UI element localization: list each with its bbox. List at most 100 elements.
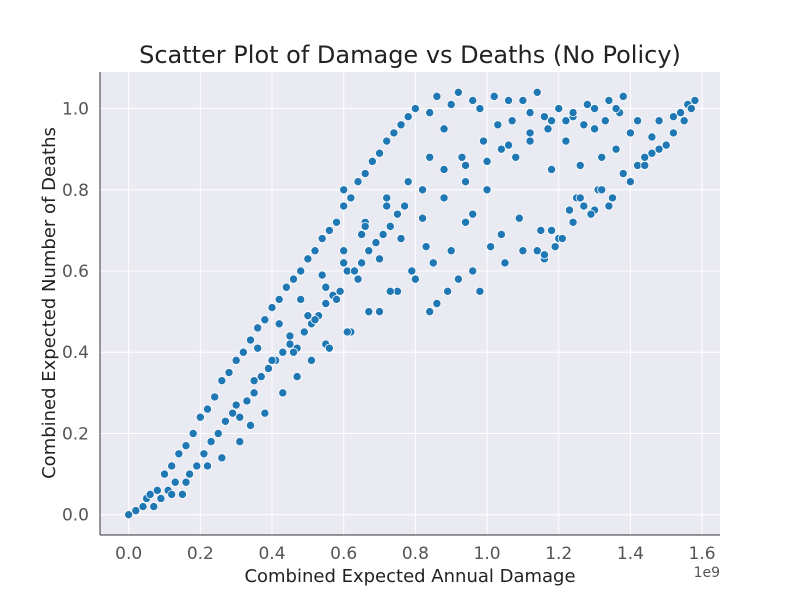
scatter-point [461,160,471,170]
scatter-point [564,205,574,215]
y-tick-label: 0.2 [62,424,89,444]
scatter-point [310,315,320,325]
scatter-point [507,116,517,126]
scatter-point [532,87,542,97]
scatter-point [339,201,349,211]
scatter-point [554,104,564,114]
scatter-point [375,254,385,264]
scatter-point [690,95,700,105]
scatter-point [335,286,345,296]
scatter-point [493,120,503,130]
scatter-point [332,294,342,304]
scatter-point [654,144,664,154]
scatter-point [575,160,585,170]
scatter-point [618,169,628,179]
scatter-point [668,112,678,122]
scatter-point [382,136,392,146]
scatter-point [543,124,553,134]
scatter-point [482,185,492,195]
scatter-point [647,132,657,142]
scatter-point [439,164,449,174]
scatter-point [292,372,302,382]
scatter-point [439,124,449,134]
y-tick-label: 1.0 [62,100,89,120]
scatter-point [618,91,628,101]
scatter-point [604,201,614,211]
x-tick-label: 1.0 [474,544,501,564]
scatter-point [131,506,141,516]
scatter-point [181,441,191,451]
scatter-point [217,453,227,463]
scatter-point [177,489,187,499]
scatter-point [518,95,528,105]
scatter-point [152,485,162,495]
scatter-point [263,363,273,373]
scatter-point [246,420,256,430]
scatter-point [461,177,471,187]
scatter-point [203,461,213,471]
scatter-point [550,242,560,252]
scatter-point [185,469,195,479]
scatter-point [443,286,453,296]
scatter-point [625,128,635,138]
scatter-point [486,242,496,252]
scatter-point [174,449,184,459]
scatter-point [597,152,607,162]
scatter-point [249,376,259,386]
scatter-point [392,209,402,219]
scatter-point [299,327,309,337]
scatter-point [220,416,230,426]
scatter-point [654,116,664,126]
scatter-point [289,274,299,284]
scatter-point [170,477,180,487]
scatter-point [231,355,241,365]
scatter-point [625,177,635,187]
scatter-point [339,246,349,256]
scatter-point [647,148,657,158]
scatter-point [489,91,499,101]
scatter-point [375,307,385,317]
scatter-point [579,120,589,130]
scatter-point [582,99,592,109]
scatter-point [407,266,417,276]
scatter-point [410,274,420,284]
scatter-point [253,343,263,353]
scatter-point [396,120,406,130]
scatter-point [418,185,428,195]
scatter-point [679,116,689,126]
scatter-point [446,246,456,256]
x-tick-label: 1.4 [617,544,644,564]
scatter-point [418,213,428,223]
scatter-point [253,323,263,333]
scatter-point [260,408,270,418]
scatter-point [303,254,313,264]
x-tick-label: 1.2 [545,544,572,564]
scatter-point [518,246,528,256]
scatter-point [285,331,295,341]
scatter-point [231,400,241,410]
scatter-point [324,343,334,353]
scatter-point [364,246,374,256]
scatter-point [478,136,488,146]
x-ticks: 0.0 0.2 0.4 0.6 0.8 1.0 1.2 1.4 1.6 [115,544,715,564]
scatter-point [256,372,266,382]
x-axis-offset-label: 1e9 [694,565,720,581]
scatter-point [375,148,385,158]
scatter-point [124,510,134,520]
x-tick-label: 1.6 [689,544,716,564]
scatter-point [604,95,614,105]
scatter-point [597,185,607,195]
scatter-point [357,258,367,268]
scatter-point [188,428,198,438]
scatter-point [235,437,245,447]
scatter-point [403,112,413,122]
axes [99,72,720,536]
scatter-point [360,221,370,231]
scatter-point [425,307,435,317]
scatter-point [195,412,205,422]
scatter-point [547,164,557,174]
x-tick-label: 0.4 [258,544,285,564]
y-ticks: 0.0 0.2 0.4 0.6 0.8 1.0 [62,100,89,526]
scatter-point [160,469,170,479]
scatter-point [539,250,549,260]
